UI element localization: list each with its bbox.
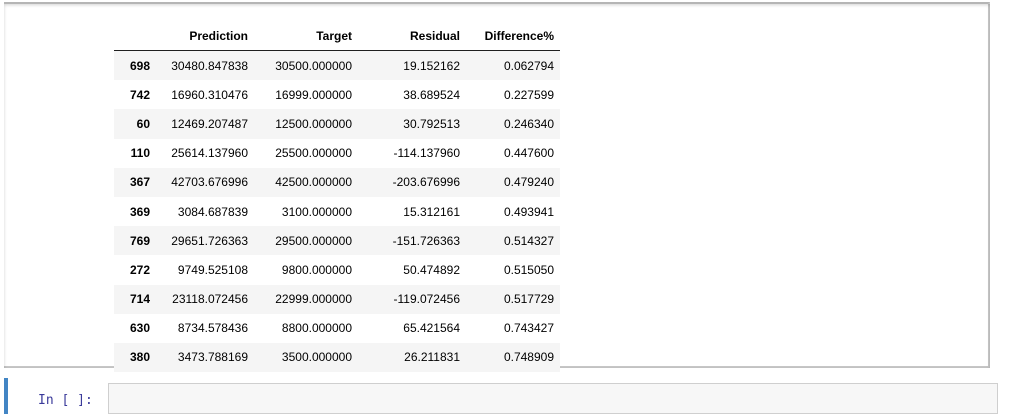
cell-difference: 0.515050 (503, 262, 554, 277)
cell-difference: 0.447600 (503, 146, 554, 161)
table-row: 60 12469.207487 12500.000000 30.792513 0… (114, 109, 560, 139)
cell-target: 22999.000000 (275, 292, 352, 307)
cell-difference: 0.517729 (503, 292, 554, 307)
header-row: Prediction Target Residual Difference% (114, 22, 560, 51)
cell-prediction: 16960.310476 (171, 87, 248, 102)
row-index: 60 (136, 116, 150, 131)
table-row: 630 8734.578436 8800.000000 65.421564 0.… (114, 314, 560, 343)
cell-prediction: 42703.676996 (171, 175, 248, 190)
row-index: 367 (129, 175, 150, 190)
cell-prediction: 25614.137960 (171, 146, 248, 161)
cell-residual: 19.152162 (403, 58, 460, 73)
table-row: 698 30480.847838 30500.000000 19.152162 … (114, 50, 560, 81)
table-row: 769 29651.726363 29500.000000 -151.72636… (114, 226, 560, 256)
table-row: 272 9749.525108 9800.000000 50.474892 0.… (114, 255, 560, 284)
table-body: 698 30480.847838 30500.000000 19.152162 … (114, 50, 560, 373)
cell-difference: 0.479240 (503, 175, 554, 190)
cell-difference: 0.246340 (503, 116, 554, 131)
table-row: 367 42703.676996 42500.000000 -203.67699… (114, 167, 560, 197)
table-row: 110 25614.137960 25500.000000 -114.13796… (114, 139, 560, 168)
table-header: Prediction Target Residual Difference% (114, 22, 560, 51)
row-index: 110 (130, 146, 150, 161)
cell-target: 42500.000000 (275, 175, 352, 190)
cell-target: 29500.000000 (275, 233, 352, 248)
cell-prediction: 8734.578436 (177, 321, 248, 336)
table-row: 380 3473.788169 3500.000000 26.211831 0.… (114, 342, 560, 373)
row-index: 698 (129, 58, 150, 73)
cell-residual: 50.474892 (403, 262, 460, 277)
cell-target: 12500.000000 (275, 116, 352, 131)
header-residual: Residual (358, 22, 466, 51)
row-index: 380 (129, 350, 150, 365)
cell-target: 9800.000000 (281, 262, 352, 277)
code-input-field[interactable] (108, 383, 998, 414)
header-index (114, 22, 156, 51)
row-index: 630 (129, 321, 150, 336)
cell-prediction: 3473.788169 (177, 350, 248, 365)
row-index: 742 (129, 87, 150, 102)
row-index: 714 (129, 292, 150, 307)
cell-prediction: 29651.726363 (171, 233, 248, 248)
input-prompt: In [ ]: (38, 393, 93, 408)
cell-difference: 0.493941 (503, 204, 554, 219)
cell-target: 3500.000000 (281, 350, 352, 365)
table-row: 742 16960.310476 16999.000000 38.689524 … (114, 80, 560, 109)
cell-residual: -114.137960 (393, 146, 460, 161)
header-difference: Difference% (466, 22, 560, 51)
dataframe-table: Prediction Target Residual Difference% 6… (114, 22, 560, 373)
cell-difference: 0.514327 (503, 233, 554, 248)
cell-residual: 38.689524 (403, 87, 460, 102)
cell-residual: 15.312161 (403, 204, 460, 219)
output-scroll-area[interactable] (4, 2, 990, 368)
header-target: Target (254, 22, 358, 51)
cell-residual: 26.211831 (404, 350, 460, 365)
table-row: 369 3084.687839 3100.000000 15.312161 0.… (114, 197, 560, 226)
cell-prediction: 3084.687839 (177, 204, 248, 219)
cell-prediction: 9749.525108 (177, 262, 248, 277)
row-index: 272 (129, 262, 150, 277)
cell-target: 30500.000000 (275, 58, 352, 73)
cell-residual: -151.726363 (392, 233, 460, 248)
cell-residual: -119.072456 (393, 292, 460, 307)
cell-target: 25500.000000 (275, 146, 352, 161)
cell-difference: 0.227599 (503, 87, 554, 102)
row-index: 769 (129, 233, 150, 248)
cell-difference: 0.062794 (503, 58, 554, 73)
cell-target: 8800.000000 (281, 321, 352, 336)
cell-residual: 65.421564 (403, 321, 460, 336)
cell-prediction: 30480.847838 (171, 58, 248, 73)
header-prediction: Prediction (156, 22, 254, 51)
cell-residual: 30.792513 (403, 116, 460, 131)
cell-prediction: 23118.072456 (172, 292, 248, 307)
cell-selection-indicator (4, 378, 8, 414)
row-index: 369 (129, 204, 150, 219)
cell-target: 3100.000000 (281, 204, 352, 219)
cell-difference: 0.748909 (503, 350, 554, 365)
cell-target: 16999.000000 (275, 87, 352, 102)
cell-residual: -203.676996 (392, 175, 460, 190)
cell-difference: 0.743427 (503, 321, 554, 336)
table-row: 714 23118.072456 22999.000000 -119.07245… (114, 284, 560, 314)
cell-prediction: 12469.207487 (171, 116, 248, 131)
